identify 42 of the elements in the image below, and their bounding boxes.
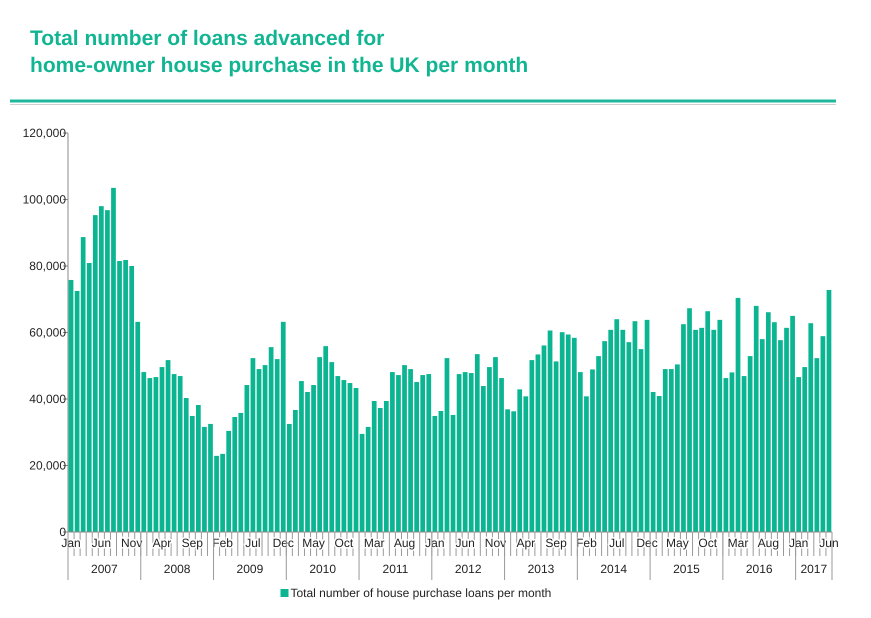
x-tick-label: Nov [120,536,142,550]
x-tick-label: Jun [819,536,839,550]
y-tick-label: 80,000 [29,259,66,274]
text: 2013 [528,562,555,576]
text: 2015 [673,562,700,576]
x-tick-label: Jul [245,536,261,550]
x-tick-label: May [302,536,325,550]
text: 2008 [164,562,191,576]
y-tick-label: 20,000 [29,458,66,473]
x-tick-label: Jan [788,536,808,550]
text: 2011 [382,562,409,576]
x-tick-label: Sep [182,536,204,550]
y-tick-label: 100,000 [22,192,66,207]
x-tick-label: Oct [698,536,718,550]
x-tick-label: Mar [728,536,748,550]
x-tick-label: Jan [425,536,445,550]
x-tick-label: Aug [758,536,780,550]
x-tick-label: Nov [484,536,506,550]
x-tick-label: Jun [455,536,475,550]
text: 2014 [600,562,628,576]
text: 2012 [454,562,482,576]
x-tick-label: Mar [364,536,385,550]
y-tick-label: 120,000 [22,126,66,140]
x-tick-label: Sep [545,536,568,550]
text: 2010 [309,562,336,576]
y-tick-label: 60,000 [29,326,66,340]
text: 2007 [91,562,118,576]
x-tick-label: Apr [516,536,536,550]
x-tick-label: Dec [272,536,294,550]
y-tick-label: 40,000 [29,392,66,406]
x-tick-label: Jun [92,536,112,550]
text: 2016 [746,562,773,576]
x-tick-label: Oct [334,536,354,550]
legend-label: Total number of house purchase loans per month [290,586,552,600]
x-tick-label: Jul [609,536,624,550]
x-tick-label: Dec [636,536,658,550]
text: 2009 [236,562,264,576]
x-tick-label: Apr [152,536,172,550]
x-tick-label: Aug [394,536,416,550]
chart-title: Total number of loans advanced for home-owner house purchase in the UK per month [30,27,528,77]
text: 2017 [800,562,828,576]
x-tick-label: May [666,536,689,550]
